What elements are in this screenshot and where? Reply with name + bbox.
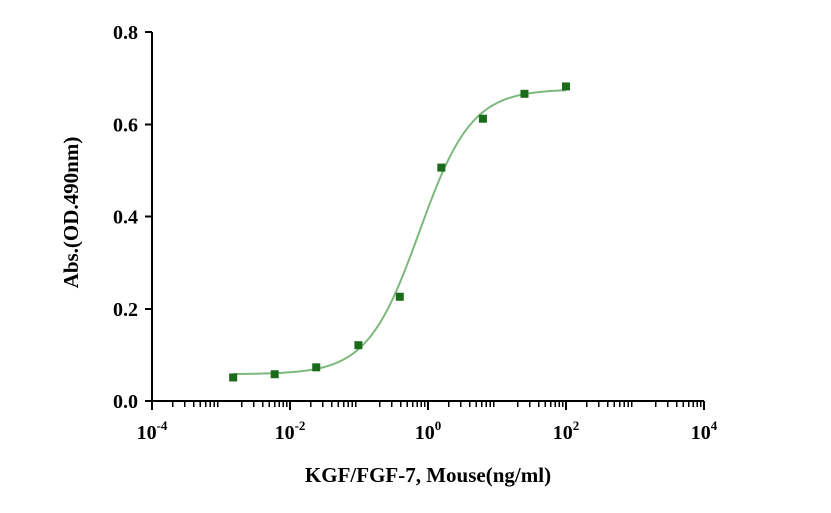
x-tick-label: 104 (691, 418, 718, 444)
data-point (354, 341, 363, 350)
x-axis-title: KGF/FGF-7, Mouse(ng/ml) (305, 463, 551, 487)
x-tick-exponent: 4 (711, 418, 718, 433)
fit-curve (233, 89, 567, 376)
x-tick-exponent: -4 (157, 418, 168, 433)
x-tick-exponent: -2 (295, 418, 306, 433)
y-tick-label: 0.8 (113, 22, 138, 44)
x-tick-label: 100 (415, 418, 442, 444)
data-point (437, 163, 446, 172)
x-tick-base: 10 (275, 422, 295, 444)
x-tick-label: 102 (553, 418, 580, 444)
tick-labels: 0.00.20.40.60.810-4 10-2 100 102 104 (113, 22, 718, 444)
data-point (270, 370, 279, 379)
x-tick-exponent: 0 (435, 418, 442, 433)
x-tick-exponent: 2 (573, 418, 580, 433)
x-tick-base: 10 (137, 422, 157, 444)
y-axis-title: Abs.(OD.490nm) (59, 137, 83, 289)
x-tick-base: 10 (691, 422, 711, 444)
data-point (395, 292, 404, 301)
data-point (312, 363, 321, 372)
x-tick-base: 10 (553, 422, 573, 444)
data-point (229, 373, 238, 382)
data-point (478, 114, 487, 123)
x-tick-label: 10-4 (137, 418, 168, 444)
x-tick-base: 10 (415, 422, 435, 444)
data-point (562, 82, 570, 91)
y-tick-label: 0.0 (113, 391, 138, 413)
y-tick-label: 0.2 (113, 299, 138, 321)
y-tick-label: 0.4 (113, 207, 138, 229)
x-tick-label: 10-2 (275, 418, 306, 444)
data-points (229, 82, 570, 382)
axes (151, 32, 704, 402)
data-point (520, 89, 529, 98)
ticks (145, 31, 705, 410)
y-tick-label: 0.6 (113, 114, 138, 136)
